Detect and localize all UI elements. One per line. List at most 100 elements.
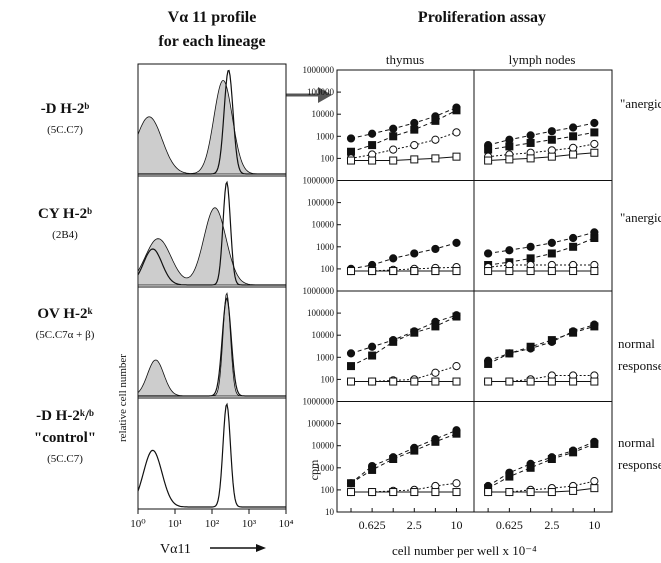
histogram-x-axis: 10⁰ 10¹ 10² 10³ 10⁴ [130,509,294,530]
data-point-square [569,150,578,159]
histogram-filled-curve [137,292,286,397]
histogram-open-curve [137,402,286,508]
series-line [488,231,595,254]
col-label-lymph-nodes: lymph nodes [509,52,576,67]
series-line [350,131,457,159]
data-point-square [431,267,440,276]
xlabel-arrow-icon [210,544,266,552]
series-line [351,266,457,272]
histogram-open-curve [137,180,286,286]
series-line [351,365,457,382]
data-point-circle [368,342,377,351]
series-line [487,325,595,365]
lineage-1-clone: (5C.C7) [47,124,83,136]
y-tick-label: 10000 [312,330,335,340]
data-point-square [368,141,377,150]
data-point-square [410,446,419,455]
data-point-square [368,267,377,276]
right-ylabel: cpm [307,459,321,480]
histogram-curves [137,69,286,508]
data-point-circle [452,128,461,137]
y-tick-label: 100 [321,374,335,384]
left-ylabel: relative cell number [117,354,129,442]
data-point-square [347,267,356,276]
data-point-circle [505,246,514,255]
data-point-circle [569,233,578,243]
y-tick-label: 100 [321,485,335,495]
series-line [351,482,457,493]
series-line [487,441,595,487]
series-line [487,443,595,489]
data-point-square [410,125,419,134]
data-point-square [569,267,578,276]
data-point-circle [368,129,377,138]
series-line [488,375,595,382]
series-line [350,107,457,139]
data-point-circle [346,134,356,143]
data-point-square [590,484,599,493]
data-point-square [569,486,578,495]
data-point-circle [431,135,440,144]
lineage-1-name: -D H-2ᵇ [41,101,90,117]
data-point-square [410,377,419,386]
data-point-circle [452,238,461,248]
y-tick-label: 1000 [316,463,335,473]
histogram-filled-curve [137,79,286,175]
left-title-line2: for each lineage [158,33,265,50]
data-point-square [347,488,356,497]
data-point-square [389,132,398,141]
histogram-open-curve [138,297,286,397]
y-tick-label: 10 [325,507,335,517]
data-point-square [569,377,578,386]
x-tick-label: 2.5 [544,518,559,532]
y-tick-label: 1000000 [303,286,335,296]
y-tick-label: 100000 [307,308,335,318]
y-tick-label: 1000000 [303,65,335,75]
data-point-circle [526,131,535,140]
histogram-x-tick-label: 10³ [242,518,257,530]
histogram-open-curve [138,69,286,175]
data-point-circle [505,135,514,144]
data-point-circle [569,143,578,152]
data-point-circle [590,477,599,486]
data-point-square [505,142,514,151]
col-label-thymus: thymus [386,52,424,67]
data-point-square [389,377,398,386]
data-point-square [484,145,493,154]
y-tick-label: 100000 [307,87,335,97]
row-4-note-line1: normal [618,435,655,450]
data-point-square [547,135,556,144]
proliferation-x-axis: 0.625 2.5 10 0.625 2.5 10 [350,508,600,532]
data-point-square [484,488,493,497]
series-line [488,143,595,158]
y-tick-label: 100000 [307,419,335,429]
data-point-square [389,488,398,497]
y-tick-label: 1000 [316,352,335,362]
data-point-square [410,488,419,497]
series-line [487,122,595,146]
x-tick-label: 0.625 [359,518,386,532]
data-point-square [431,116,440,125]
proliferation-y-axis: 100 1000 10000 100000 1000000 100 1000 10000 100… [303,65,341,517]
data-point-circle [590,139,599,149]
data-point-square [526,377,535,386]
x-tick-label: 10 [588,518,600,532]
data-point-square [431,322,440,331]
lineage-2-clone: (2B4) [52,229,78,241]
data-point-square [452,377,461,386]
series-line [488,152,595,161]
data-point-square [368,377,377,386]
data-point-square [569,132,578,141]
data-point-square [484,377,493,386]
data-point-square [347,479,356,488]
series-line [350,242,457,270]
data-point-square [547,249,556,258]
y-tick-label: 10000 [312,441,335,451]
data-point-square [431,377,440,386]
lineage-3-clone: (5C.C7α + β) [36,329,95,341]
y-tick-label: 10000 [312,220,335,230]
series-line [351,156,457,161]
data-point-square [590,377,599,386]
data-point-square [389,455,398,464]
x-tick-label: 0.625 [496,518,523,532]
